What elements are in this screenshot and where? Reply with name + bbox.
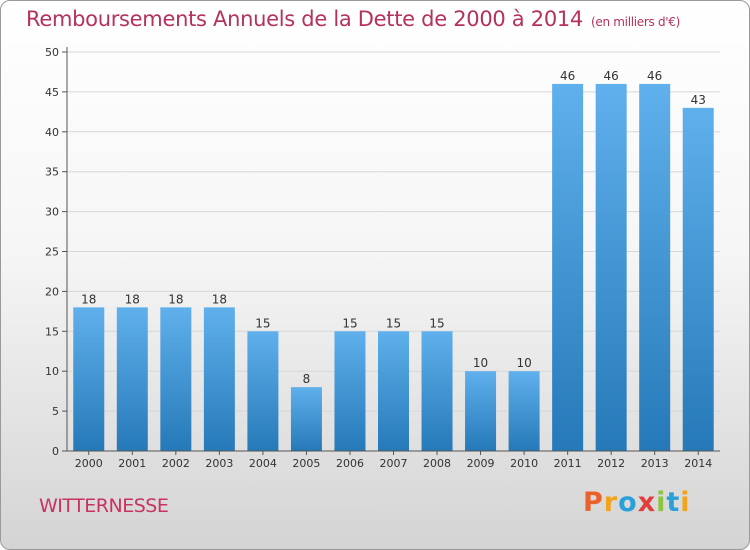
y-tick-label: 25 [45, 246, 59, 259]
bar-value-label: 15 [255, 316, 270, 330]
bar-value-label: 15 [342, 316, 357, 330]
commune-name: WITTERNESSE [39, 495, 169, 517]
bar-2002 [160, 307, 192, 451]
y-tick-label: 5 [52, 405, 59, 418]
x-tick-label: 2005 [292, 457, 320, 470]
bar-value-label: 46 [647, 69, 662, 83]
bar-value-label: 10 [473, 356, 488, 370]
bar-value-label: 18 [212, 292, 227, 306]
x-tick-label: 2003 [205, 457, 233, 470]
y-tick-label: 0 [52, 445, 59, 458]
chart-title: Remboursements Annuels de la Dette de 20… [26, 7, 680, 31]
logo-letter: P [583, 487, 604, 518]
logo-letter: i [680, 487, 691, 518]
bars: 18 18 18 18 15 8 15 15 15 10 10 46 46 46 43 [73, 69, 714, 452]
y-tick-label: 45 [45, 86, 59, 99]
x-tick-label: 2007 [380, 457, 408, 470]
bar-2006 [334, 331, 366, 451]
y-tick-label: 30 [45, 206, 59, 219]
bar-value-label: 18 [168, 292, 183, 306]
y-tick-label: 10 [45, 365, 59, 378]
bar-value-label: 43 [691, 93, 706, 107]
y-tick-label: 20 [45, 285, 59, 298]
bar-2005 [290, 387, 322, 451]
logo-letter: t [666, 487, 681, 518]
x-tick-label: 2008 [423, 457, 451, 470]
logo-letter: r [603, 487, 619, 518]
logo-letter: x [637, 487, 657, 518]
bar-value-label: 15 [429, 316, 444, 330]
title-text: Remboursements Annuels de la Dette de 20… [26, 7, 583, 31]
x-tick-label: 2012 [597, 457, 625, 470]
bar-2012 [595, 83, 627, 452]
bar-2010 [508, 371, 540, 451]
x-tick-label: 2011 [554, 457, 582, 470]
x-tick-label: 2004 [249, 457, 277, 470]
x-tick-label: 2013 [641, 457, 669, 470]
logo-letter: i [656, 487, 667, 518]
x-tick-label: 2000 [75, 457, 103, 470]
bar-value-label: 18 [81, 292, 96, 306]
bar-2000 [73, 307, 105, 451]
x-tick-label: 2014 [684, 457, 712, 470]
bar-value-label: 10 [516, 356, 531, 370]
bar-value-label: 46 [604, 69, 619, 83]
x-tick-label: 2002 [162, 457, 190, 470]
bar-value-label: 46 [560, 69, 575, 83]
bar-2007 [378, 331, 409, 451]
bar-2004 [247, 331, 279, 451]
y-tick-label: 50 [45, 46, 59, 59]
bar-value-label: 8 [303, 372, 311, 386]
y-tick-label: 35 [45, 166, 59, 179]
bar-value-label: 15 [386, 316, 401, 330]
bar-2011 [552, 83, 584, 452]
x-tick-label: 2006 [336, 457, 364, 470]
axes: 0 5 10 15 20 25 30 35 40 45 50 2000 2001 2002 2003 2004… [45, 46, 720, 470]
logo-letter: o [618, 487, 638, 518]
x-tick-label: 2001 [118, 457, 146, 470]
bar-2013 [639, 83, 671, 452]
bar-value-label: 18 [125, 292, 140, 306]
proxiti-logo: Proxiti [583, 487, 691, 518]
bar-2008 [421, 331, 453, 451]
bar-2003 [203, 307, 235, 451]
unit-label: (en milliers d'€) [591, 15, 681, 29]
bar-2014 [682, 107, 714, 452]
y-tick-label: 40 [45, 126, 59, 139]
bar-2001 [116, 307, 148, 451]
y-tick-label: 15 [45, 325, 59, 338]
bar-2009 [465, 371, 497, 451]
x-tick-label: 2010 [510, 457, 538, 470]
x-tick-label: 2009 [467, 457, 495, 470]
